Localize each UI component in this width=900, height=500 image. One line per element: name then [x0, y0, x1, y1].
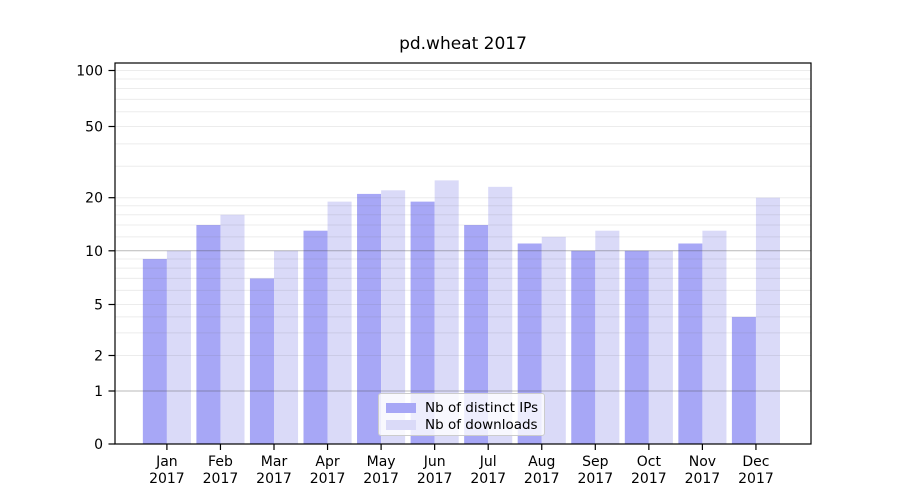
legend-label-distinct-ips: Nb of distinct IPs: [425, 400, 539, 416]
x-tick-label-year-mar: 2017: [256, 471, 292, 487]
y-tick-label-2: 2: [94, 349, 103, 365]
x-tick-label-oct: Oct: [637, 454, 662, 470]
y-tick-label-50: 50: [85, 120, 103, 136]
y-tick-label-1: 1: [94, 384, 103, 400]
x-tick-label-year-may: 2017: [363, 471, 399, 487]
bar-nb-of-downloads-aug: [541, 236, 566, 444]
bar-nb-of-downloads-mar: [274, 250, 299, 444]
bar-nb-of-distinct-ips-apr: [303, 230, 328, 444]
x-tick-label-sep: Sep: [582, 454, 609, 470]
bar-nb-of-distinct-ips-jan: [142, 258, 167, 444]
x-tick-label-dec: Dec: [742, 454, 769, 470]
x-tick-label-year-jul: 2017: [470, 471, 506, 487]
x-tick-label-year-apr: 2017: [310, 471, 346, 487]
bar-nb-of-downloads-sep: [595, 230, 620, 444]
legend-label-downloads: Nb of downloads: [425, 417, 538, 433]
x-tick-label-year-jan: 2017: [149, 471, 185, 487]
x-tick-label-jul: Jul: [479, 454, 497, 470]
bar-nb-of-downloads-oct: [648, 250, 673, 444]
bar-nb-of-downloads-apr: [327, 201, 352, 444]
bar-nb-of-distinct-ips-dec: [731, 316, 756, 444]
x-tick-label-jun: Jun: [423, 454, 446, 470]
x-tick-label-mar: Mar: [261, 454, 288, 470]
x-tick-label-apr: Apr: [315, 454, 339, 470]
y-tick-label-10: 10: [85, 244, 103, 260]
x-tick-label-may: May: [367, 454, 396, 470]
bar-nb-of-distinct-ips-oct: [624, 250, 649, 444]
chart-title: pd.wheat 2017: [399, 34, 527, 54]
legend-swatch-downloads: [386, 420, 416, 430]
bar-nb-of-distinct-ips-feb: [196, 225, 221, 444]
x-tick-label-year-aug: 2017: [524, 471, 560, 487]
y-tick-label-20: 20: [85, 191, 103, 207]
bar-nb-of-distinct-ips-nov: [678, 243, 703, 444]
x-tick-label-aug: Aug: [528, 454, 555, 470]
legend-item-distinct-ips: Nb of distinct IPs: [386, 400, 539, 416]
bar-nb-of-downloads-nov: [702, 230, 727, 444]
x-tick-label-year-dec: 2017: [738, 471, 774, 487]
y-tick-label-5: 5: [94, 298, 103, 314]
x-tick-label-year-sep: 2017: [577, 471, 613, 487]
x-tick-label-nov: Nov: [689, 454, 716, 470]
x-tick-label-feb: Feb: [208, 454, 233, 470]
bar-nb-of-distinct-ips-mar: [249, 278, 274, 444]
y-tick-label-0: 0: [94, 437, 103, 453]
legend: Nb of distinct IPs Nb of downloads: [378, 393, 545, 436]
bar-nb-of-distinct-ips-may: [357, 193, 382, 444]
x-tick-label-jan: Jan: [155, 454, 178, 470]
bar-nb-of-downloads-dec: [755, 197, 780, 444]
bar-nb-of-distinct-ips-sep: [571, 250, 596, 444]
bar-nb-of-downloads-jan: [166, 250, 191, 444]
y-tick-label-100: 100: [76, 64, 103, 80]
legend-swatch-distinct-ips: [386, 403, 416, 413]
x-tick-label-year-oct: 2017: [631, 471, 667, 487]
x-tick-label-year-jun: 2017: [417, 471, 453, 487]
x-tick-label-year-nov: 2017: [685, 471, 721, 487]
bar-nb-of-downloads-feb: [220, 214, 245, 444]
x-tick-label-year-feb: 2017: [203, 471, 239, 487]
plot-border: [114, 62, 812, 445]
legend-item-downloads: Nb of downloads: [386, 417, 538, 433]
